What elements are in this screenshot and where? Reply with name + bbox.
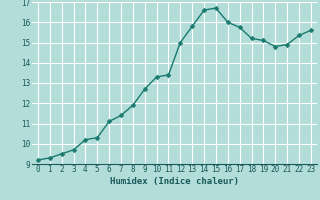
X-axis label: Humidex (Indice chaleur): Humidex (Indice chaleur)	[110, 177, 239, 186]
